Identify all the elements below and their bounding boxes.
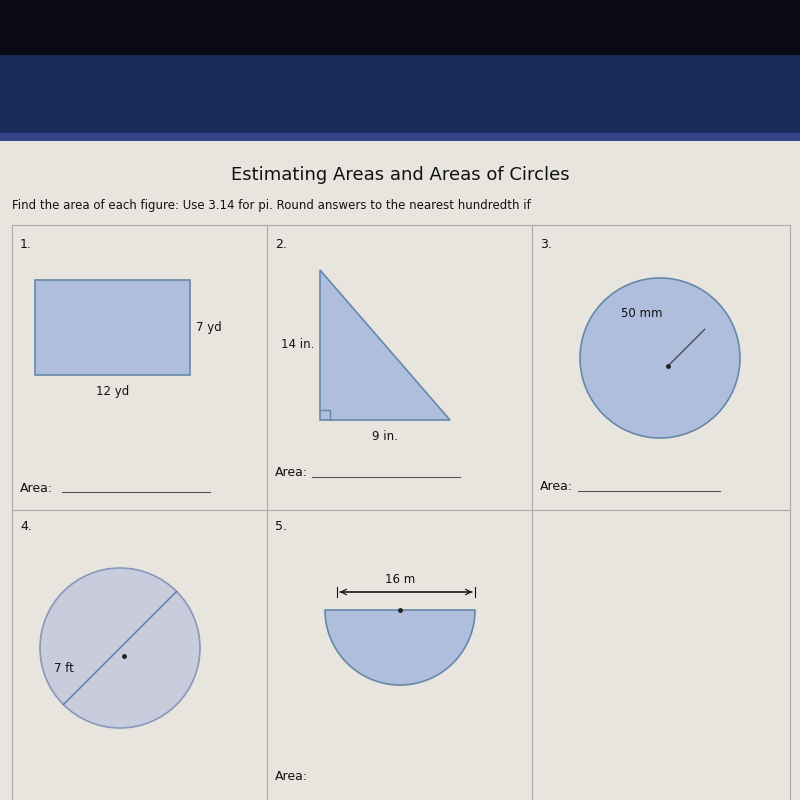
Bar — [0, 141, 800, 800]
Text: 3.: 3. — [540, 238, 552, 251]
Text: 7 yd: 7 yd — [196, 321, 222, 334]
Bar — [0, 55, 800, 135]
Text: 12 yd: 12 yd — [96, 385, 129, 398]
Text: 16 m: 16 m — [385, 573, 415, 586]
Text: Area:: Area: — [20, 482, 53, 495]
Bar — [35, 280, 190, 375]
Text: Estimating Areas and Areas of Circles: Estimating Areas and Areas of Circles — [230, 166, 570, 184]
Text: 4.: 4. — [20, 520, 32, 533]
Text: 1.: 1. — [20, 238, 32, 251]
Text: Area:: Area: — [275, 466, 308, 479]
Text: 9 in.: 9 in. — [372, 430, 398, 443]
Bar — [0, 0, 800, 55]
Text: Find the area of each figure: Use 3.14 for pi. Round answers to the nearest hund: Find the area of each figure: Use 3.14 f… — [12, 198, 530, 211]
Text: 2.: 2. — [275, 238, 287, 251]
Text: Area:: Area: — [275, 770, 308, 783]
Text: Area:: Area: — [540, 480, 573, 493]
Bar — [0, 133, 800, 141]
Polygon shape — [320, 270, 450, 420]
Circle shape — [40, 568, 200, 728]
Text: 5.: 5. — [275, 520, 287, 533]
Text: 7 ft: 7 ft — [54, 662, 74, 674]
Text: 50 mm: 50 mm — [622, 307, 662, 320]
Polygon shape — [325, 610, 475, 685]
Text: 14 in.: 14 in. — [281, 338, 314, 351]
Circle shape — [580, 278, 740, 438]
